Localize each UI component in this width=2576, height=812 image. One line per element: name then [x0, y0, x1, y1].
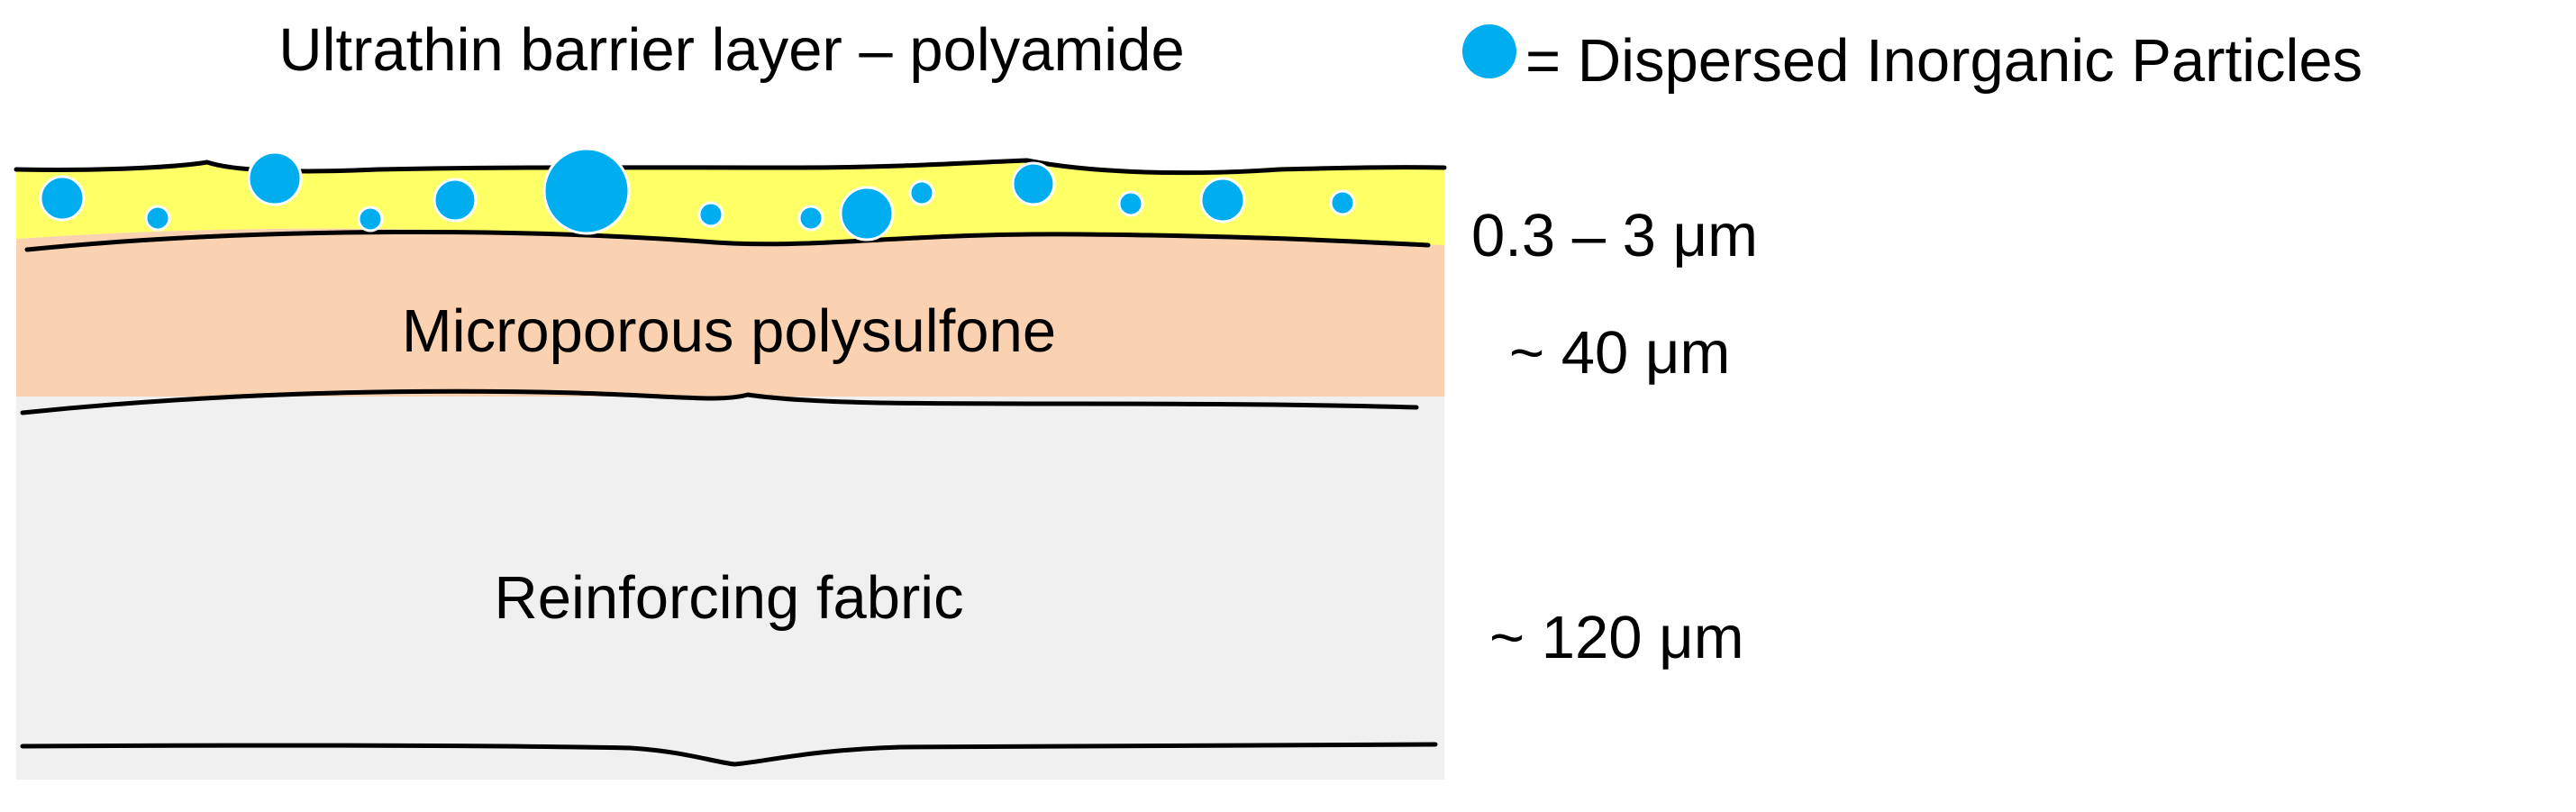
fabric-bottom-boundary: [20, 742, 1438, 767]
legend: = Dispersed Inorganic Particles: [1462, 24, 2362, 95]
particle: [432, 178, 478, 223]
polysulfone-thickness-label: ~ 40 μm: [1509, 319, 1730, 387]
particles: [39, 147, 1356, 242]
particle: [1199, 177, 1246, 224]
particle: [839, 186, 895, 242]
particle: [697, 201, 724, 228]
particle: [542, 147, 631, 235]
polysulfone-bottom-boundary: [20, 388, 1419, 415]
particle: [1117, 190, 1144, 217]
particle: [1329, 189, 1356, 216]
particle: [797, 205, 824, 232]
fabric-label: Reinforcing fabric: [494, 564, 963, 632]
particle: [39, 175, 86, 222]
particle: [908, 179, 935, 206]
barrier-layer-title: Ultrathin barrier layer – polyamide: [278, 16, 1184, 84]
particle: [247, 151, 303, 206]
particle: [357, 205, 384, 233]
polysulfone-layer: [16, 228, 1444, 397]
barrier-bottom-boundary: [24, 229, 1431, 252]
fabric-thickness-label: ~ 120 μm: [1489, 604, 1744, 671]
legend-label: = Dispersed Inorganic Particles: [1525, 27, 2362, 95]
barrier-top-boundary: [14, 158, 1447, 176]
barrier-thickness-label: 0.3 – 3 μm: [1471, 202, 1758, 269]
particle: [144, 205, 171, 232]
particle: [1011, 161, 1056, 206]
polysulfone-label: Microporous polysulfone: [402, 297, 1056, 365]
fabric-layer: [16, 397, 1444, 780]
particle-legend-icon: [1462, 24, 1516, 78]
